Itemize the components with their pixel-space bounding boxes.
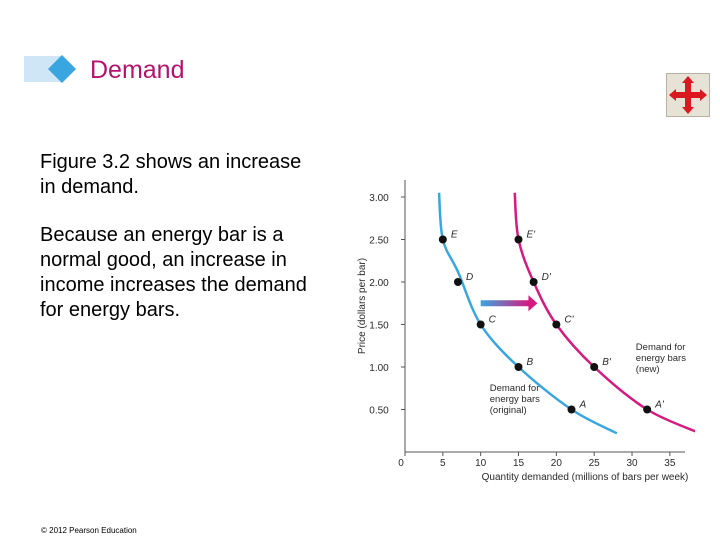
point-a-prime [643,405,652,414]
point-label: B' [602,357,612,368]
point-a [567,405,576,414]
point-d-prime [529,278,538,286]
point-label: C' [564,315,574,326]
x-tick-label: 25 [589,458,601,469]
point-b [514,363,523,371]
point-b-prime [590,363,599,371]
x-tick-label: 30 [626,458,638,469]
y-tick-label: 1.00 [369,363,389,374]
x-tick-label: 0 [398,458,404,469]
y-tick-label: 0.50 [369,406,389,417]
point-label: C [489,315,497,326]
paragraph-figure-description: Figure 3.2 shows an increase in demand. [40,151,302,198]
demand-curve-new [513,192,695,433]
page-title: Demand [90,56,185,84]
y-tick-label: 2.00 [369,278,389,289]
paragraph-normal-good-explanation: Because an energy bar is a normal good, … [40,224,307,321]
point-label: D' [542,272,552,283]
y-tick-label: 2.50 [369,236,389,247]
y-tick-label: 1.50 [369,321,389,332]
x-tick-label: 35 [664,458,676,469]
point-e [438,235,447,244]
y-axis-title: Price (dollars per bar) [357,258,368,354]
point-label: A' [654,400,665,411]
x-tick-label: 15 [513,458,525,469]
annotation-original-demand: (original) [490,405,527,416]
y-tick-label: 3.00 [369,193,389,204]
demand-shift-arrowhead [528,295,538,312]
copyright-notice: © 2012 Pearson Education [41,526,137,535]
x-tick-label: 5 [440,458,446,469]
point-c-prime [552,320,561,329]
annotation-original-demand: Demand for [490,383,540,394]
x-tick-label: 20 [551,458,563,469]
annotation-new-demand: energy bars [636,353,686,364]
move-arrows-icon[interactable] [666,73,710,117]
x-axis-title: Quantity demanded (millions of bars per … [482,472,689,483]
point-label: E [451,230,458,241]
annotation-new-demand: (new) [636,364,660,375]
demand-chart: 0.50 1.00 1.50 2.00 2.50 3.00 0 5 10 15 20 25 30 35 Qu… [357,180,695,483]
point-label: A [578,400,586,411]
title-diamond-icon [48,55,76,83]
annotation-original-demand: energy bars [490,394,540,405]
annotation-new-demand: Demand for [636,342,686,353]
x-tick-label: 10 [475,458,487,469]
point-label: D [466,272,473,283]
point-label: B [527,357,534,368]
demand-shift-arrow [480,300,530,307]
point-d [453,278,462,286]
point-label: E' [527,230,537,241]
point-c [476,320,485,329]
title-decoration [24,55,76,83]
point-e-prime [514,235,523,244]
